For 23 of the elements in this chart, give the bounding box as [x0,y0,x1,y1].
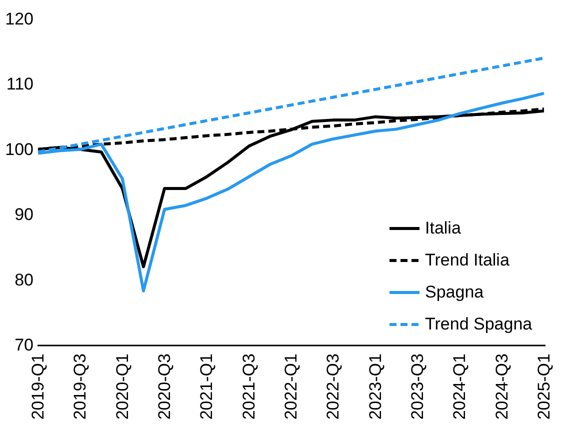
x-tick-label: 2025-Q1 [534,354,554,420]
y-tick-label: 90 [14,205,34,224]
y-tick-label: 100 [5,140,34,159]
x-tick-label: 2024-Q3 [492,354,512,420]
x-tick-label: 2019-Q3 [70,354,90,420]
legend-label: Trend Italia [425,250,510,270]
x-tick-label: 2020-Q1 [112,354,132,420]
x-tick-label: 2024-Q1 [450,354,470,420]
x-tick-label: 2020-Q3 [155,354,174,420]
legend-label: Spagna [425,282,484,302]
x-tick-label: 2023-Q3 [408,354,427,420]
legend-label: Trend Spagna [425,314,533,334]
x-tick-label: 2023-Q1 [366,354,385,420]
x-tick-label: 2021-Q3 [239,354,258,420]
y-tick-label: 120 [5,10,34,28]
x-tick-label: 2019-Q1 [28,354,48,420]
x-tick-label: 2022-Q1 [282,354,300,420]
y-tick-label: 80 [14,270,34,290]
y-tick-label: 110 [6,74,34,94]
x-tick-label: 2021-Q1 [197,354,216,420]
legend-label: Italia [425,218,462,238]
x-tick-label: 2022-Q3 [324,354,343,420]
y-tick-label: 70 [14,336,34,354]
